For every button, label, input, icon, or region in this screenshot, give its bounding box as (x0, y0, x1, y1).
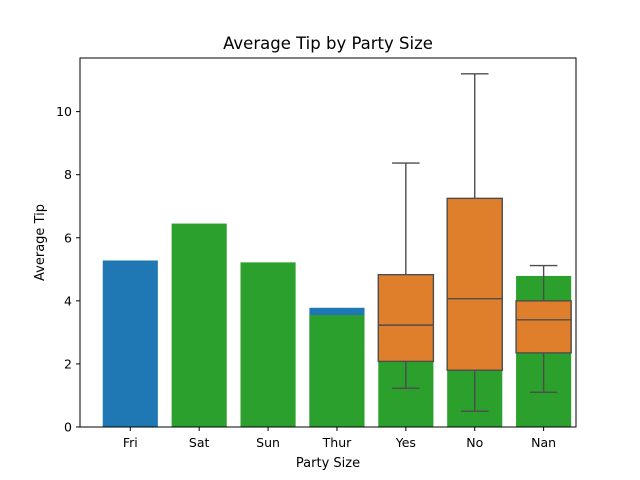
boxes-layer (377, 73, 572, 412)
x-tick-label-yes: Yes (395, 435, 416, 450)
bar-sun-series-2 (240, 262, 296, 427)
x-tick-label-sun: Sun (256, 435, 280, 450)
y-tick-label-2: 2 (64, 356, 72, 371)
plot-frame (79, 57, 577, 428)
y-tick-label-10: 10 (56, 104, 72, 119)
chart-title: Average Tip by Party Size (223, 34, 433, 53)
x-tick-label-no: No (466, 435, 483, 450)
x-tick-label-nan: Nan (531, 435, 556, 450)
y-axis-label: Average Tip (33, 204, 48, 281)
x-tick-label-thur: Thur (322, 435, 352, 450)
y-tick-label-6: 6 (64, 230, 72, 245)
bar-thur-series-2 (309, 315, 365, 427)
x-axis-label: Party Size (296, 456, 360, 471)
x-tick-label-sat: Sat (189, 435, 210, 450)
y-tick-label-0: 0 (64, 420, 72, 435)
y-tick-label-4: 4 (64, 293, 72, 308)
x-axis-ticks: Fri Sat Sun Thur Yes No Nan (123, 427, 556, 450)
bar-sat-series-2 (171, 223, 227, 427)
y-axis-ticks: 0 2 4 6 8 10 (56, 104, 80, 435)
bar-fri-series-1 (102, 260, 158, 427)
box-nan (515, 300, 572, 354)
box-yes (377, 273, 435, 363)
x-tick-label-fri: Fri (123, 435, 138, 450)
box-no (446, 197, 503, 371)
y-tick-label-8: 8 (64, 167, 72, 182)
